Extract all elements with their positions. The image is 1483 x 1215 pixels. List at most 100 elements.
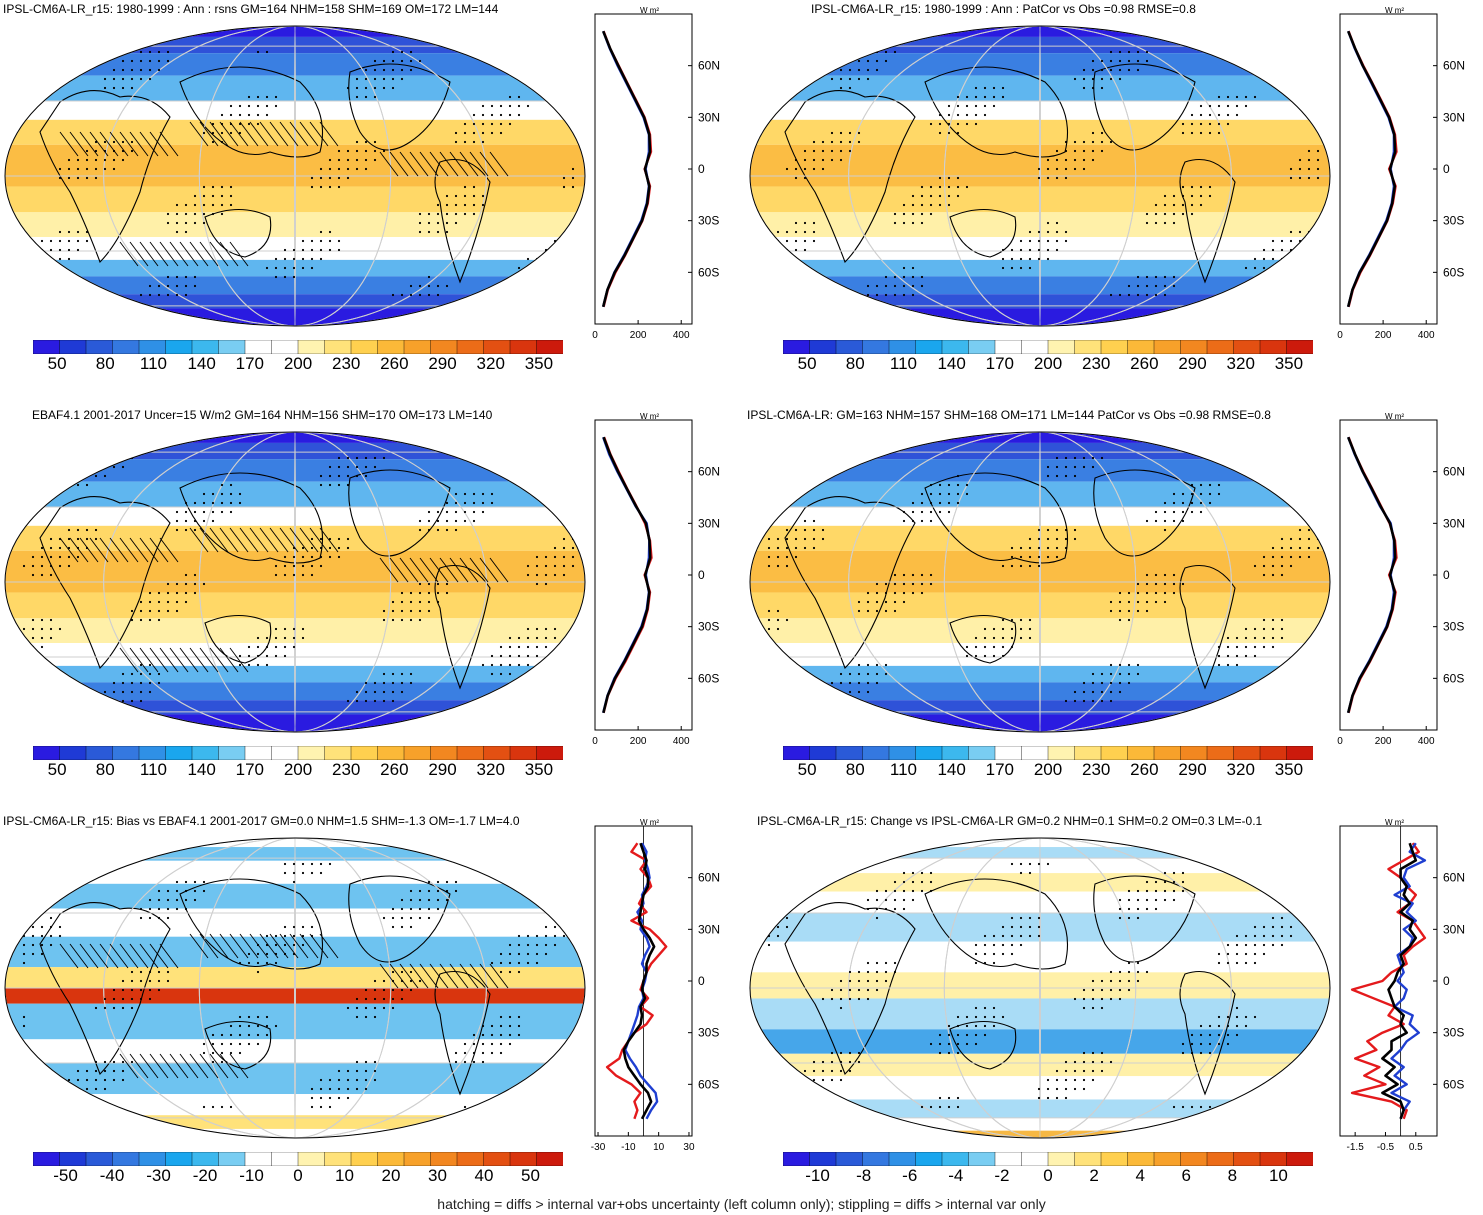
map-border: [4, 431, 586, 733]
stipple-dot: [839, 699, 843, 703]
stipple-dot: [839, 997, 843, 1001]
stipple-dot: [1082, 77, 1086, 81]
stipple-dot: [283, 645, 287, 649]
stipple-dot: [274, 104, 278, 108]
stipple-dot: [1163, 528, 1167, 532]
colorbar-swatch: [430, 340, 458, 354]
stipple-dot: [391, 293, 395, 297]
stipple-dot: [1271, 925, 1275, 929]
stipple-dot: [220, 1105, 224, 1109]
stipple-dot: [947, 1033, 951, 1037]
stipple-dot: [409, 618, 413, 622]
stipple-dot: [364, 1087, 368, 1091]
stipple-dot: [1001, 95, 1005, 99]
stipple-dot: [1289, 546, 1293, 550]
stipple-dot: [848, 681, 852, 685]
stipple-dot: [785, 1078, 789, 1082]
stipple-dot: [1235, 952, 1239, 956]
stipple-dot: [803, 537, 807, 541]
stipple-dot: [472, 113, 476, 117]
stipple-dot: [85, 456, 89, 460]
stipple-dot: [1307, 248, 1311, 252]
stipple-dot: [1172, 591, 1176, 595]
stipple-dot: [1181, 582, 1185, 586]
stipple-dot: [427, 916, 431, 920]
stipple-dot: [364, 149, 368, 153]
stipple-dot: [40, 943, 44, 947]
stipple-dot: [785, 546, 789, 550]
stipple-dot: [1307, 555, 1311, 559]
stipple-dot: [67, 230, 71, 234]
colorbar-tick-label: 230: [331, 354, 361, 373]
stipple-dot: [49, 266, 53, 270]
stipple-dot: [562, 564, 566, 568]
stipple-dot: [1127, 591, 1131, 595]
continent-outline: [924, 472, 1069, 564]
stipple-dot: [355, 167, 359, 171]
stipple-dot: [202, 194, 206, 198]
stipple-dot: [803, 230, 807, 234]
stipple-dot: [229, 1024, 233, 1028]
stipple-dot: [1082, 140, 1086, 144]
stipple-dot: [364, 456, 368, 460]
stipple-dot: [229, 483, 233, 487]
stipple-dot: [1037, 925, 1041, 929]
stipple-dot: [310, 1087, 314, 1091]
stipple-dot: [956, 176, 960, 180]
stipple-dot: [535, 871, 539, 875]
stipple-dot: [121, 68, 125, 72]
hatch-line: [169, 647, 189, 673]
lat-tick-label: 0: [698, 974, 705, 988]
hatching: [59, 121, 509, 267]
stipple-dot: [139, 907, 143, 911]
stipple-dot: [1307, 158, 1311, 162]
stipple-dot: [1190, 1033, 1194, 1037]
stipple-dot: [875, 979, 879, 983]
stipple-dot: [211, 501, 215, 505]
stipple-dot: [508, 645, 512, 649]
stipple-dot: [1235, 1033, 1239, 1037]
stipple-dot: [40, 645, 44, 649]
stipple-dot: [1073, 474, 1077, 478]
stipple-dot: [247, 1042, 251, 1046]
hatch-line: [89, 943, 109, 969]
stipple-dot: [938, 1042, 942, 1046]
stipple-dot: [848, 68, 852, 72]
stipple-dot: [94, 456, 98, 460]
stipple-dot: [481, 113, 485, 117]
stipple-dot: [139, 979, 143, 983]
stipple-dot: [1181, 1105, 1185, 1109]
stipple-dot: [76, 483, 80, 487]
stipple-dot: [220, 483, 224, 487]
map-field: [5, 432, 585, 732]
stipple-dot: [938, 203, 942, 207]
stipple-dot: [1010, 934, 1014, 938]
stipple-dot: [1163, 600, 1167, 604]
lat-tick-label: 60N: [698, 465, 720, 479]
stipple-dot: [884, 293, 888, 297]
stipple-dot: [1289, 862, 1293, 866]
stipple-dot: [571, 1087, 575, 1091]
stipple-dot: [1244, 645, 1248, 649]
stipple-dot: [1109, 50, 1113, 54]
stipple-dot: [803, 465, 807, 469]
stipple-dot: [803, 221, 807, 225]
stipple-dot: [544, 934, 548, 938]
meridian: [1039, 838, 1041, 1138]
stipple-dot: [1136, 970, 1140, 974]
colorbar-swatch: [483, 746, 511, 760]
hatch-line: [99, 131, 119, 157]
stipple-dot: [166, 600, 170, 604]
stipple-dot: [1253, 925, 1257, 929]
stipple-dot: [857, 997, 861, 1001]
stipple-dot: [1253, 636, 1257, 640]
stipple-dot: [508, 1024, 512, 1028]
continent-outline: [1093, 875, 1196, 963]
stipple-dot: [49, 564, 53, 568]
stipple-dot: [1235, 961, 1239, 965]
stipple-dot: [418, 907, 422, 911]
stipple-dot: [1280, 916, 1284, 920]
stipple-dot: [956, 501, 960, 505]
colorbar-swatch: [1127, 746, 1155, 760]
stipple-dot: [517, 952, 521, 956]
